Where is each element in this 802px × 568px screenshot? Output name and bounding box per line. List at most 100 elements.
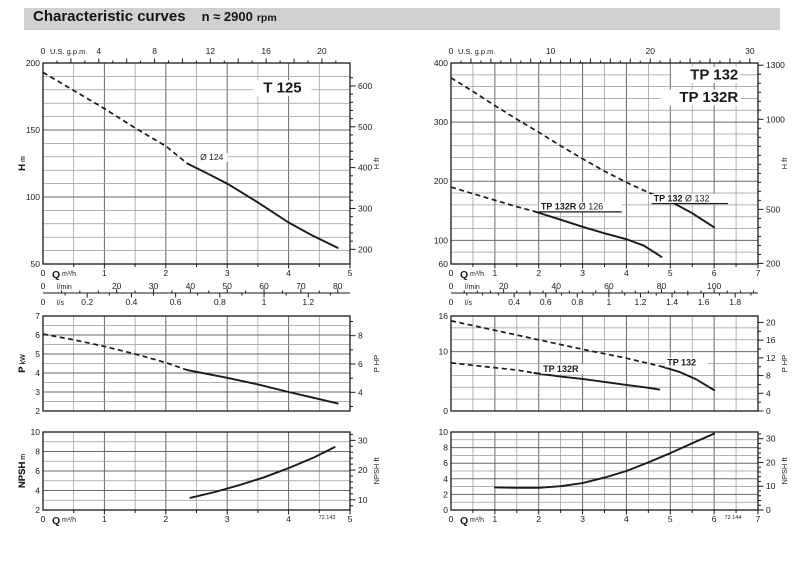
svg-text:l/s: l/s: [465, 300, 473, 307]
svg-text:2: 2: [35, 505, 40, 515]
svg-text:8: 8: [152, 46, 157, 56]
svg-text:6: 6: [35, 330, 40, 340]
svg-text:6: 6: [35, 466, 40, 476]
svg-text:P kW: P kW: [17, 354, 28, 373]
svg-text:Q: Q: [460, 515, 468, 527]
svg-text:5: 5: [348, 514, 353, 524]
svg-text:4: 4: [35, 368, 40, 378]
svg-text:P kW: P kW: [17, 354, 28, 373]
svg-text:500: 500: [358, 122, 372, 132]
grid: [43, 63, 350, 264]
svg-text:0: 0: [41, 46, 46, 56]
svg-text:2: 2: [35, 406, 40, 416]
svg-text:10: 10: [358, 495, 368, 505]
page-title: Characteristic curves: [33, 8, 186, 25]
svg-text:Ø 124: Ø 124: [200, 152, 223, 162]
svg-text:4: 4: [624, 268, 629, 278]
svg-text:10: 10: [766, 481, 776, 491]
svg-text:0: 0: [41, 297, 46, 307]
svg-text:NPSH m: NPSH m: [17, 454, 28, 488]
svg-text:4: 4: [286, 268, 291, 278]
svg-text:2: 2: [536, 514, 541, 524]
curve-dashed-TP 132 power: [450, 319, 662, 368]
svg-text:12: 12: [766, 353, 776, 363]
svg-text:72.143: 72.143: [319, 515, 336, 521]
svg-text:4: 4: [96, 46, 101, 56]
svg-text:TP 132R: TP 132R: [679, 89, 738, 106]
svg-text:200: 200: [434, 176, 448, 186]
svg-text:20: 20: [766, 317, 776, 327]
svg-text:NPSH ft: NPSH ft: [780, 457, 789, 485]
curve-dashed-Ø 124: [42, 71, 188, 165]
curve-dashed-TP 132 Ø 132: [450, 77, 662, 199]
svg-text:4: 4: [443, 474, 448, 484]
svg-text:10: 10: [439, 347, 449, 357]
svg-text:Q: Q: [52, 515, 60, 527]
chart-tp132-power: 16 10 0 P kW 20 16 12 8 4 0 P HP TP 132R TP 132: [17, 311, 789, 416]
svg-text:1: 1: [492, 268, 497, 278]
svg-text:1.2: 1.2: [302, 297, 314, 307]
svg-text:0.4: 0.4: [508, 297, 520, 307]
svg-text:10: 10: [31, 427, 41, 437]
svg-text:10: 10: [546, 46, 556, 56]
svg-text:0.8: 0.8: [214, 297, 226, 307]
curve-Ø 124: [186, 162, 339, 249]
svg-text:20: 20: [499, 281, 509, 291]
svg-text:TP 132 Ø 132: TP 132 Ø 132: [654, 193, 710, 203]
svg-text:16: 16: [766, 335, 776, 345]
svg-text:200: 200: [358, 244, 372, 254]
svg-text:20: 20: [645, 46, 655, 56]
svg-text:1.2: 1.2: [635, 297, 647, 307]
svg-text:16: 16: [439, 311, 449, 321]
svg-text:TP 132R Ø 126: TP 132R Ø 126: [541, 202, 603, 212]
svg-text:80: 80: [657, 281, 667, 291]
grid: [451, 432, 758, 510]
svg-text:100: 100: [434, 235, 448, 245]
svg-text:5: 5: [348, 268, 353, 278]
svg-text:l/min: l/min: [57, 284, 72, 291]
svg-text:5: 5: [668, 268, 673, 278]
svg-text:NPSH ft: NPSH ft: [372, 457, 381, 485]
svg-text:8: 8: [35, 447, 40, 457]
svg-text:7: 7: [756, 514, 761, 524]
svg-text:5: 5: [668, 514, 673, 524]
svg-text:4: 4: [624, 514, 629, 524]
svg-text:H m: H m: [17, 156, 28, 171]
svg-text:3: 3: [225, 268, 230, 278]
svg-text:16: 16: [261, 46, 271, 56]
svg-text:Q: Q: [460, 269, 468, 281]
svg-text:10: 10: [439, 427, 449, 437]
svg-text:0: 0: [41, 268, 46, 278]
svg-text:U.S. g.p.m.: U.S. g.p.m.: [458, 47, 496, 56]
svg-text:60: 60: [439, 259, 449, 269]
svg-text:TP 132: TP 132: [690, 67, 738, 84]
svg-text:20: 20: [317, 46, 327, 56]
svg-text:5: 5: [35, 349, 40, 359]
curve-TP 132 power: [660, 365, 716, 392]
svg-text:12: 12: [206, 46, 216, 56]
svg-text:6: 6: [358, 359, 363, 369]
svg-text:70: 70: [296, 281, 306, 291]
svg-text:2: 2: [536, 268, 541, 278]
svg-text:200: 200: [766, 258, 780, 268]
svg-text:60: 60: [604, 281, 614, 291]
grid: [451, 316, 758, 411]
svg-text:60: 60: [259, 281, 269, 291]
svg-text:0.6: 0.6: [540, 297, 552, 307]
svg-text:1.8: 1.8: [729, 297, 741, 307]
svg-text:6: 6: [712, 268, 717, 278]
speed-unit: rpm: [256, 12, 277, 24]
svg-text:4: 4: [358, 387, 363, 397]
chart-t125-power: 7 6 5 4 3 2 P kW 8 6 4 P HP: [17, 311, 381, 416]
svg-text:NPSH m: NPSH m: [17, 454, 28, 488]
grid: [43, 432, 350, 510]
svg-text:6: 6: [443, 458, 448, 468]
svg-text:40: 40: [552, 281, 562, 291]
svg-text:1.6: 1.6: [698, 297, 710, 307]
svg-text:l/min: l/min: [465, 284, 480, 291]
svg-text:20: 20: [766, 457, 776, 467]
section-header: Characteristic curves n ≈ 2900 rpm: [24, 8, 780, 30]
grid: [43, 316, 350, 411]
svg-text:7: 7: [756, 268, 761, 278]
svg-text:400: 400: [358, 163, 372, 173]
